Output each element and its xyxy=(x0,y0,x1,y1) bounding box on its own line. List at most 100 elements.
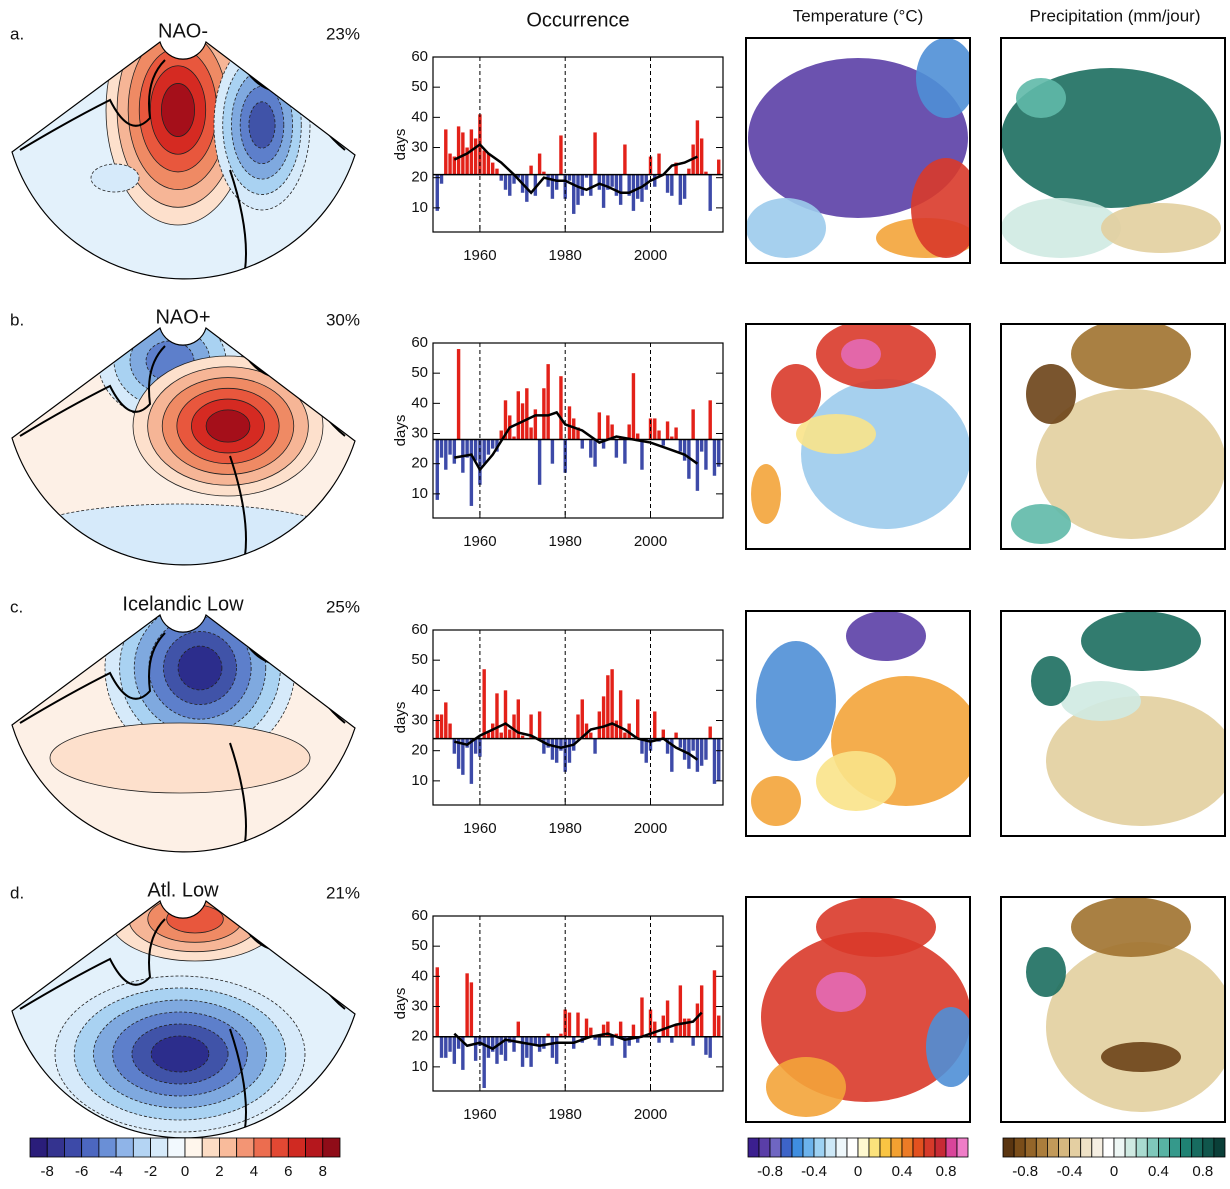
bar xyxy=(516,174,520,178)
bar xyxy=(678,439,683,452)
y-tick-label: 50 xyxy=(411,78,428,95)
bar xyxy=(567,406,572,440)
bar xyxy=(665,1000,670,1037)
colorbar-swatch xyxy=(1113,1137,1126,1158)
x-tick-label: 2000 xyxy=(634,247,667,264)
bar xyxy=(503,400,508,440)
bar xyxy=(444,702,448,739)
y-tick-label: 40 xyxy=(411,681,428,698)
bar xyxy=(589,732,593,739)
colorbar-swatch xyxy=(1047,1137,1059,1158)
field-contour xyxy=(166,904,224,934)
map xyxy=(745,37,971,264)
bar xyxy=(589,1027,593,1037)
pressure-field xyxy=(12,615,355,852)
panel-share: 25% xyxy=(326,597,360,616)
bar xyxy=(473,439,478,461)
field-contour xyxy=(49,722,311,794)
map-region xyxy=(1026,947,1066,997)
map-region xyxy=(1016,78,1066,118)
colorbar-tick-label: -4 xyxy=(109,1163,122,1180)
plot-frame xyxy=(432,342,724,519)
bar xyxy=(665,174,670,193)
bar xyxy=(704,1036,708,1055)
bar xyxy=(563,738,567,772)
bar xyxy=(512,436,516,440)
y-tick-label: 10 xyxy=(411,1058,428,1075)
colorbar-swatch xyxy=(1135,1137,1148,1158)
bar xyxy=(529,427,533,440)
bar xyxy=(512,174,516,184)
bar xyxy=(456,126,461,175)
bar xyxy=(717,439,721,467)
y-axis-label: days xyxy=(392,415,409,447)
bar xyxy=(631,174,636,211)
map-region xyxy=(926,1007,970,1087)
y-tick-label: 60 xyxy=(411,621,428,638)
x-tick-label: 1960 xyxy=(463,533,496,550)
colorbar-swatch xyxy=(835,1137,848,1158)
bar xyxy=(627,174,631,196)
colorbar-swatch xyxy=(879,1137,892,1158)
y-tick-label: 20 xyxy=(411,1028,428,1045)
x-tick-label: 1980 xyxy=(549,1106,582,1123)
bar xyxy=(631,1024,636,1037)
colorbar-swatch xyxy=(1080,1137,1093,1158)
bar xyxy=(482,1036,486,1088)
bar xyxy=(717,1015,721,1037)
bar xyxy=(554,1036,559,1064)
bar xyxy=(640,738,644,754)
field-contour xyxy=(19,503,341,565)
map-region xyxy=(796,414,876,454)
colorbar-swatch xyxy=(1069,1137,1082,1158)
panel-share: 23% xyxy=(326,24,360,43)
bar xyxy=(448,1036,452,1052)
bar xyxy=(708,726,712,739)
panel-label: d. xyxy=(10,883,24,902)
colorbar-swatch xyxy=(1058,1137,1071,1158)
bar xyxy=(512,714,516,739)
colorbar-swatch xyxy=(824,1137,837,1158)
colorbar-tick-label: 0 xyxy=(854,1163,862,1180)
colorbar-swatch xyxy=(1002,1137,1015,1158)
plot-frame xyxy=(432,629,724,806)
colorbar-tick-label: -6 xyxy=(75,1163,88,1180)
bar xyxy=(508,729,512,739)
colorbar-tick-label: -0.4 xyxy=(801,1163,827,1180)
bar xyxy=(469,439,474,506)
colorbar-swatch xyxy=(46,1137,65,1158)
field-contour xyxy=(205,409,251,443)
bar xyxy=(610,174,614,187)
bar xyxy=(512,1036,516,1052)
bar xyxy=(559,1033,563,1037)
colorbar-swatch xyxy=(1146,1137,1159,1158)
pressure-map xyxy=(11,326,356,566)
bar xyxy=(491,439,495,449)
x-tick-label: 1960 xyxy=(463,1106,496,1123)
bar xyxy=(606,174,610,190)
bar xyxy=(674,1024,678,1037)
bar xyxy=(503,174,508,190)
bar xyxy=(554,174,559,190)
bar xyxy=(674,427,678,440)
map-region xyxy=(916,38,970,118)
panel-title: Atl. Low xyxy=(147,879,219,901)
map-frame xyxy=(1000,610,1226,837)
bar xyxy=(640,439,644,470)
bar xyxy=(674,732,678,739)
y-tick-label: 60 xyxy=(411,48,428,65)
bar xyxy=(554,738,559,763)
bar xyxy=(546,364,550,440)
panel-title: NAO- xyxy=(158,20,208,42)
bar xyxy=(465,147,469,175)
bar xyxy=(717,738,721,781)
bar xyxy=(495,1036,499,1064)
colorbar-swatch xyxy=(846,1137,859,1158)
map-region xyxy=(841,339,881,369)
colorbar-swatch xyxy=(305,1137,324,1158)
bar xyxy=(597,1036,602,1046)
colorbar-swatch xyxy=(115,1137,134,1158)
colorbar-swatch xyxy=(769,1137,782,1158)
map-region xyxy=(746,198,826,258)
